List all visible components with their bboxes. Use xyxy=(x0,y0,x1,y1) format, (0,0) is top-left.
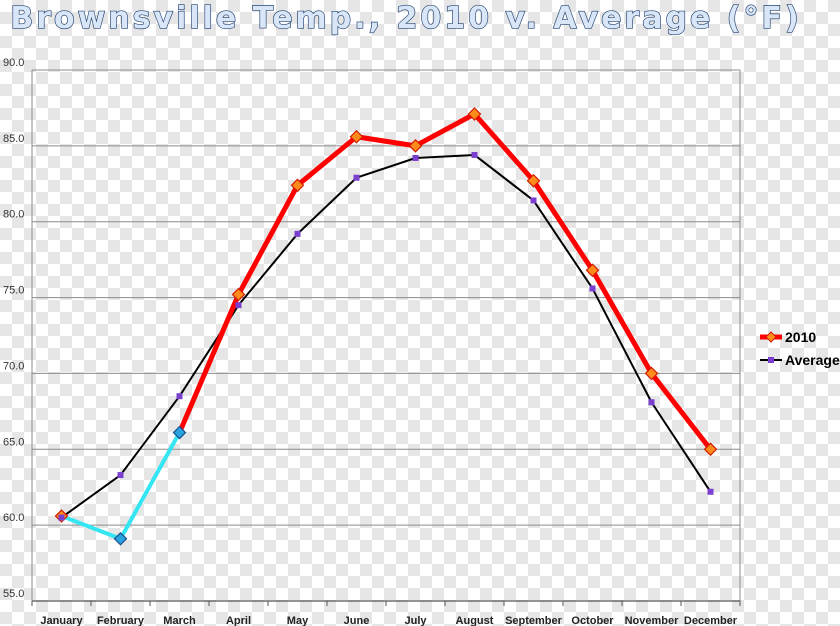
y-tick-label: 85.0 xyxy=(3,133,24,145)
chart-title: Brownsville Temp., 2010 v. Average (°F) xyxy=(10,1,801,36)
y-tick-label: 70.0 xyxy=(3,360,24,372)
x-tick-label: September xyxy=(505,615,563,626)
x-tick-label: October xyxy=(571,615,614,626)
series-2010-point xyxy=(644,366,659,381)
series-average-point xyxy=(589,285,596,292)
x-tick-label: December xyxy=(684,615,738,626)
series-average-point xyxy=(117,472,124,479)
x-tick-label: November xyxy=(625,615,680,626)
series-2010-point xyxy=(585,263,600,278)
series-2010-line xyxy=(177,111,713,452)
series-2010-point xyxy=(467,107,482,121)
legend-2010-swatch-marker xyxy=(765,331,777,343)
x-tick-label: July xyxy=(404,615,427,626)
series-average-point xyxy=(235,302,242,309)
x-tick-label: April xyxy=(226,615,251,626)
x-axis-ticks: January February March April May June July Augu… xyxy=(40,615,737,626)
y-tick-label: 75.0 xyxy=(3,285,24,297)
series-2010-highlight-line xyxy=(59,430,182,541)
series-average-point xyxy=(353,174,360,181)
series-2010-point xyxy=(408,139,423,153)
series-average-line xyxy=(60,153,712,519)
series-average-point xyxy=(471,151,478,158)
series-2010-point xyxy=(113,531,128,546)
y-tick-label: 90.0 xyxy=(3,57,24,69)
series-average-point xyxy=(648,399,655,406)
y-tick-label: 65.0 xyxy=(3,436,24,448)
legend-label-2010: 2010 xyxy=(785,329,816,345)
series-2010-point xyxy=(703,442,718,457)
y-tick-label: 60.0 xyxy=(3,512,24,524)
series-average-point xyxy=(58,514,65,521)
x-tick-label: May xyxy=(287,615,309,626)
x-tick-label: August xyxy=(456,615,494,626)
x-tick-label: March xyxy=(163,615,196,626)
series-2010-point xyxy=(526,173,541,188)
series-layer xyxy=(54,107,718,546)
y-tick-label: 80.0 xyxy=(3,209,24,221)
legend-average-swatch-marker xyxy=(768,357,774,363)
gridlines xyxy=(32,69,740,602)
y-tick-label: 55.0 xyxy=(3,588,24,600)
series-2010-point xyxy=(172,425,187,440)
x-tick-label: June xyxy=(344,615,370,626)
x-tick-label: February xyxy=(97,615,145,626)
legend-label-average: Average xyxy=(785,352,840,368)
series-average-point xyxy=(176,393,183,400)
series-2010-point xyxy=(290,178,305,193)
x-tick-label: January xyxy=(40,615,83,626)
series-2010-point xyxy=(231,287,246,302)
axes xyxy=(31,70,741,606)
series-average-point xyxy=(707,488,714,495)
series-2010-point xyxy=(349,129,364,144)
legend: 2010 Average xyxy=(760,329,840,368)
series-average-point xyxy=(294,230,301,237)
series-average-point xyxy=(412,154,419,161)
y-axis-ticks: 55.0 60.0 65.0 70.0 75.0 80.0 85.0 90.0 xyxy=(3,57,24,600)
series-average-point xyxy=(530,197,537,204)
